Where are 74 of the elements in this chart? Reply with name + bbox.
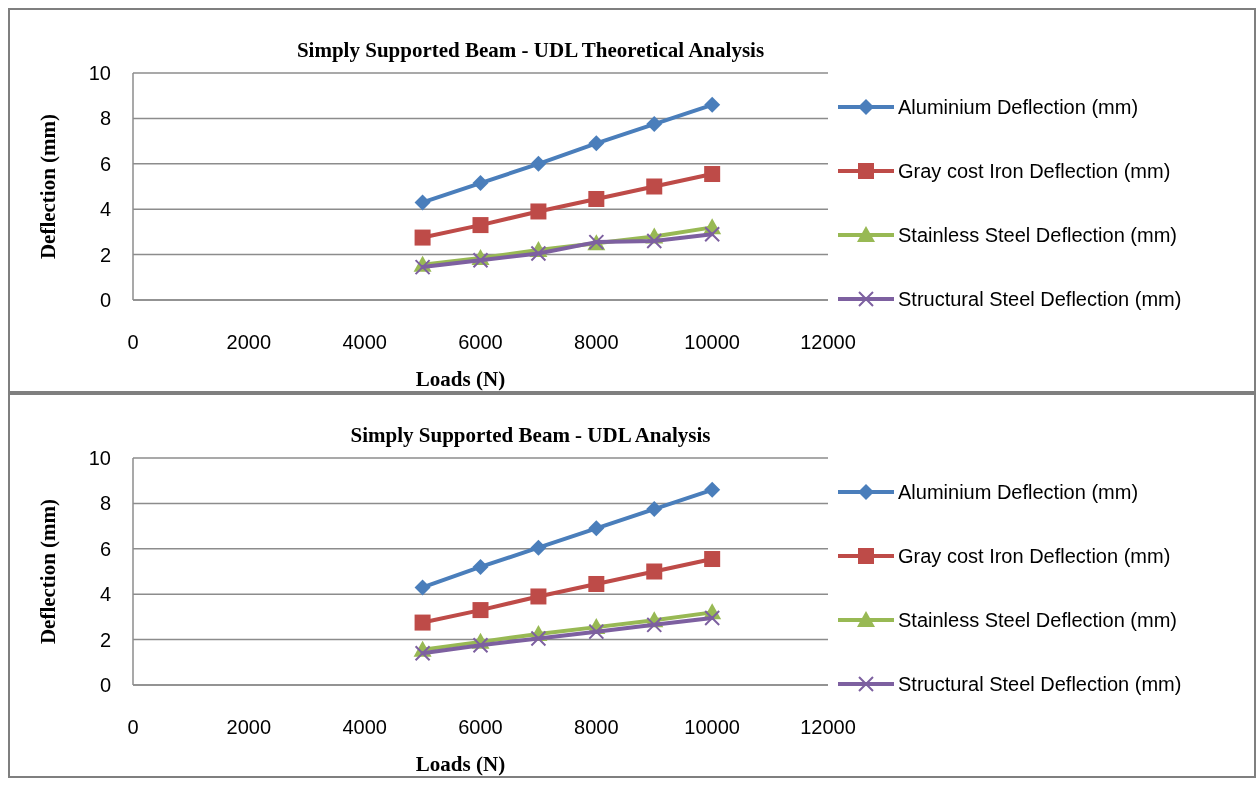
legend-label: Aluminium Deflection (mm) [898, 96, 1139, 118]
y-tick-label: 2 [99, 628, 111, 651]
legend-label: Gray cost Iron Deflection (mm) [898, 160, 1171, 182]
point [414, 579, 431, 596]
point [588, 190, 605, 207]
x-tick-label: 12000 [800, 716, 856, 738]
legend-label: Aluminium Deflection (mm) [898, 481, 1139, 503]
x-tick-label: 6000 [458, 716, 503, 738]
legend-label: Stainless Steel Deflection (mm) [898, 609, 1177, 631]
point [588, 575, 605, 592]
y-tick-label: 0 [99, 674, 111, 696]
point [704, 226, 721, 243]
point [414, 259, 431, 276]
point [704, 481, 721, 498]
point [414, 645, 431, 662]
point [530, 630, 547, 647]
point [646, 116, 663, 133]
y-tick-label: 2 [99, 243, 111, 266]
chart-title: Simply Supported Beam - UDL Analysis [350, 423, 711, 447]
legend-label: Structural Steel Deflection (mm) [898, 673, 1182, 695]
point [646, 616, 663, 633]
y-tick-label: 6 [99, 152, 111, 175]
y-tick-label: 10 [88, 447, 111, 469]
y-tick-label: 6 [99, 537, 111, 560]
y-tick-label: 0 [99, 289, 111, 311]
y-tick-label: 4 [99, 198, 111, 221]
x-tick-label: 12000 [800, 331, 856, 353]
x-axis-title: Loads (N) [415, 367, 506, 391]
point [530, 539, 547, 556]
x-tick-label: 8000 [574, 716, 619, 738]
x-tick-label: 2000 [226, 716, 272, 738]
chart-title: Simply Supported Beam - UDL Theoretical Analysis [296, 38, 765, 62]
y-tick-label: 4 [99, 583, 111, 606]
point [414, 194, 431, 211]
point [646, 232, 663, 249]
x-axis-title: Loads (N) [415, 752, 506, 776]
point [646, 501, 663, 518]
x-tick-label: 10000 [684, 331, 740, 353]
x-tick-label: 10000 [684, 716, 740, 738]
point [414, 229, 431, 246]
point [704, 166, 721, 183]
y-tick-label: 8 [99, 492, 111, 515]
legend-label: Gray cost Iron Deflection (mm) [898, 545, 1171, 567]
point [704, 96, 721, 113]
legend-label: Stainless Steel Deflection (mm) [898, 224, 1177, 246]
x-tick-label: 4000 [342, 716, 387, 738]
x-tick-label: 0 [127, 331, 139, 353]
point [530, 245, 547, 262]
point [472, 637, 489, 654]
point [588, 623, 605, 640]
point [646, 178, 663, 195]
y-axis-title: Deflection (mm) [36, 113, 60, 260]
point [472, 602, 489, 619]
point [588, 520, 605, 537]
y-tick-label: 8 [99, 107, 111, 130]
point [414, 614, 431, 631]
x-tick-label: 4000 [342, 331, 387, 353]
point [646, 563, 663, 580]
x-tick-label: 0 [127, 716, 139, 738]
point [472, 175, 489, 192]
y-tick-label: 10 [88, 62, 111, 84]
point [530, 588, 547, 605]
point [472, 558, 489, 575]
point [704, 551, 721, 568]
x-tick-label: 6000 [458, 331, 503, 353]
point [530, 155, 547, 172]
x-tick-label: 8000 [574, 331, 619, 353]
point [588, 135, 605, 152]
point [704, 610, 721, 627]
y-axis-title: Deflection (mm) [36, 498, 60, 645]
point [530, 203, 547, 220]
legend-label: Structural Steel Deflection (mm) [898, 288, 1182, 310]
x-tick-label: 2000 [226, 331, 272, 353]
point [472, 217, 489, 234]
